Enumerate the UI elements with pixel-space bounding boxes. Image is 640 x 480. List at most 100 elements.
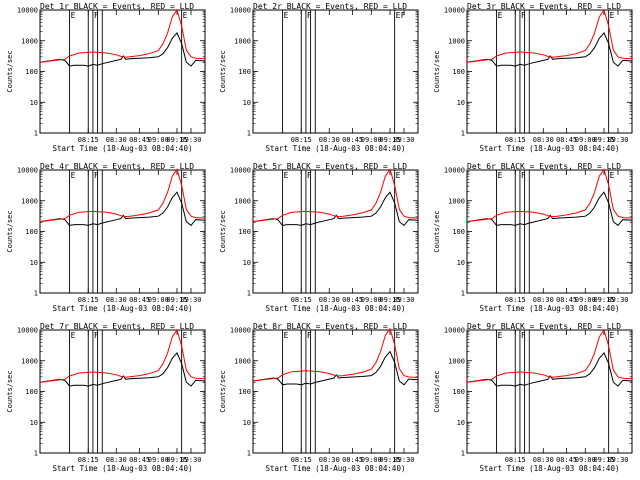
- y-tick-label: 100: [25, 68, 38, 76]
- panel-title: Det 5r BLACK = Events, RED = LLD: [253, 162, 407, 171]
- detector-panel-5: Det 5r BLACK = Events, RED = LLD 1 10 100 10…: [213, 160, 426, 320]
- x-tick-label: 08:45: [342, 456, 363, 464]
- x-tick-label: 09:00: [361, 296, 382, 304]
- y-tick-label: 1000: [234, 37, 251, 45]
- panel-title: Det 4r BLACK = Events, RED = LLD: [40, 162, 194, 171]
- y-tick-label: 100: [452, 68, 465, 76]
- y-axis-label: Counts/sec: [219, 210, 227, 252]
- flag-label: F: [94, 331, 99, 340]
- x-tick-label: 08:30: [106, 296, 127, 304]
- panel-plot-svg: Det 6r BLACK = Events, RED = LLD 1 10 100 10…: [433, 162, 633, 313]
- x-tick-label: 08:15: [78, 296, 99, 304]
- x-axis-label: Start Time (18-Aug-03 08:04:40): [480, 464, 620, 473]
- panel-plot-svg: Det 5r BLACK = Events, RED = LLD 1 10 100 10…: [219, 162, 419, 313]
- x-axis-label: Start Time (18-Aug-03 08:04:40): [266, 464, 406, 473]
- detector-panel-2: Det 2r BLACK = Events, RED = LLD 1 10 100 10…: [213, 0, 426, 160]
- plot-frame: [252, 169, 419, 294]
- x-tick-label: 08:15: [505, 296, 526, 304]
- x-tick-label: 09:30: [180, 136, 201, 144]
- y-tick-label: 1: [247, 450, 251, 458]
- events-series-line: [466, 191, 633, 227]
- y-tick-label: 1: [34, 130, 38, 138]
- y-tick-label: 10000: [230, 167, 251, 175]
- x-tick-label: 08:45: [129, 296, 150, 304]
- x-tick-label: 08:45: [556, 456, 577, 464]
- plot-frame: [39, 169, 206, 294]
- panel-plot-svg: Det 3r BLACK = Events, RED = LLD 1 10 100 10…: [433, 2, 633, 153]
- y-tick-label: 10000: [444, 327, 465, 335]
- x-tick-label: 09:15: [379, 296, 400, 304]
- flag-label: E: [396, 331, 401, 340]
- x-tick-label: 09:30: [393, 296, 414, 304]
- y-tick-label: 10000: [444, 167, 465, 175]
- x-tick-label: 08:15: [291, 456, 312, 464]
- x-tick-label: 09:00: [575, 136, 596, 144]
- y-tick-label: 1000: [448, 357, 465, 365]
- lld-series-line: [466, 328, 633, 383]
- x-tick-label: 08:45: [129, 456, 150, 464]
- y-axis-label: Counts/sec: [219, 50, 227, 92]
- events-series-line: [39, 191, 206, 227]
- y-tick-label: 1: [34, 290, 38, 298]
- x-tick-label: 09:30: [180, 296, 201, 304]
- flag-label: F: [521, 331, 526, 340]
- lld-series-line: [466, 8, 633, 63]
- plot-frame: [39, 9, 206, 134]
- y-tick-label: 10: [30, 259, 38, 267]
- y-tick-label: 1000: [448, 197, 465, 205]
- x-tick-label: 08:30: [533, 136, 554, 144]
- y-tick-label: 1000: [21, 197, 38, 205]
- x-tick-label: 09:15: [593, 296, 614, 304]
- flag-label: E: [183, 171, 188, 180]
- detector-panel-8: Det 8r BLACK = Events, RED = LLD 1 10 100 10…: [213, 320, 426, 480]
- y-tick-label: 1: [461, 130, 465, 138]
- flag-label: F: [521, 171, 526, 180]
- y-tick-label: 10000: [17, 167, 38, 175]
- y-tick-label: 1000: [21, 357, 38, 365]
- x-tick-label: 08:30: [319, 456, 340, 464]
- flag-label: F: [94, 171, 99, 180]
- y-tick-label: 10000: [17, 327, 38, 335]
- flag-label: E: [284, 171, 289, 180]
- detector-panel-3: Det 3r BLACK = Events, RED = LLD 1 10 100 10…: [427, 0, 640, 160]
- detector-panel-7: Det 7r BLACK = Events, RED = LLD 1 10 100 10…: [0, 320, 213, 480]
- panel-title: Det 7r BLACK = Events, RED = LLD: [40, 322, 194, 331]
- y-tick-label: 10: [243, 259, 251, 267]
- lld-series-line: [252, 168, 419, 223]
- x-tick-label: 09:00: [148, 456, 169, 464]
- flag-label: E: [498, 171, 503, 180]
- panel-plot-svg: Det 4r BLACK = Events, RED = LLD 1 10 100 10…: [6, 162, 206, 313]
- events-series-line: [466, 351, 633, 387]
- x-tick-label: 08:45: [556, 296, 577, 304]
- y-tick-label: 10: [30, 99, 38, 107]
- lld-series-line: [39, 8, 206, 63]
- events-series-line: [39, 351, 206, 387]
- lld-series-line: [466, 168, 633, 223]
- y-axis-label: Counts/sec: [433, 50, 441, 92]
- flag-label: E: [396, 171, 401, 180]
- y-tick-label: 10: [243, 419, 251, 427]
- x-tick-label: 09:30: [607, 296, 628, 304]
- x-tick-label: 08:45: [342, 136, 363, 144]
- flag-label: E: [498, 331, 503, 340]
- events-series-line: [252, 350, 419, 386]
- flag-label: F: [401, 11, 406, 20]
- x-tick-label: 09:00: [361, 136, 382, 144]
- y-tick-label: 100: [238, 68, 251, 76]
- plot-frame: [466, 329, 633, 454]
- lld-series-line: [252, 327, 419, 382]
- y-tick-label: 10000: [230, 7, 251, 15]
- x-tick-label: 09:30: [607, 136, 628, 144]
- flag-label: E: [498, 11, 503, 20]
- y-axis-label: Counts/sec: [219, 370, 227, 412]
- flag-label: F: [94, 11, 99, 20]
- y-axis-label: Counts/sec: [6, 370, 14, 412]
- y-tick-label: 1: [247, 290, 251, 298]
- x-tick-label: 08:30: [533, 456, 554, 464]
- x-tick-label: 08:30: [533, 296, 554, 304]
- x-tick-label: 08:30: [106, 136, 127, 144]
- x-tick-label: 08:15: [78, 136, 99, 144]
- y-tick-label: 100: [238, 388, 251, 396]
- x-tick-label: 09:00: [575, 296, 596, 304]
- events-series-line: [466, 31, 633, 67]
